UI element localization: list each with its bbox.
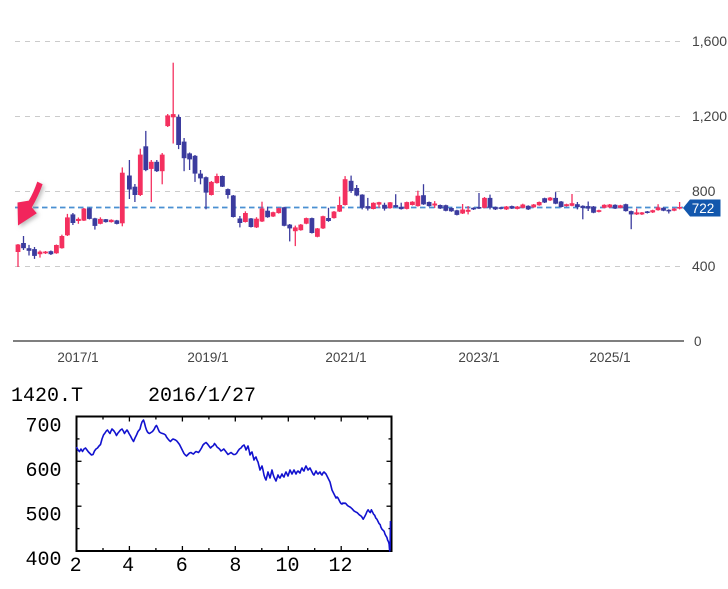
- svg-text:500: 500: [25, 504, 61, 527]
- svg-text:400: 400: [25, 549, 61, 572]
- svg-text:0: 0: [694, 334, 702, 349]
- svg-text:6: 6: [176, 555, 188, 578]
- svg-text:1,600: 1,600: [692, 33, 727, 49]
- svg-text:600: 600: [25, 460, 61, 483]
- svg-text:8: 8: [229, 555, 241, 578]
- svg-text:722: 722: [692, 201, 715, 216]
- svg-text:4: 4: [122, 555, 134, 578]
- svg-text:2023/1: 2023/1: [458, 350, 499, 365]
- svg-text:2: 2: [70, 555, 82, 578]
- svg-text:2025/1: 2025/1: [589, 350, 630, 365]
- svg-text:10: 10: [275, 555, 299, 578]
- svg-text:2019/1: 2019/1: [187, 350, 228, 365]
- svg-text:2017/1: 2017/1: [57, 350, 98, 365]
- svg-text:2021/1: 2021/1: [325, 350, 366, 365]
- svg-text:1,200: 1,200: [692, 108, 727, 124]
- svg-text:12: 12: [328, 555, 352, 578]
- svg-text:400: 400: [692, 258, 716, 274]
- svg-text:700: 700: [25, 415, 61, 438]
- svg-text:2016/1/27: 2016/1/27: [148, 385, 256, 408]
- svg-text:1420.T: 1420.T: [11, 385, 83, 408]
- svg-text:800: 800: [692, 183, 716, 199]
